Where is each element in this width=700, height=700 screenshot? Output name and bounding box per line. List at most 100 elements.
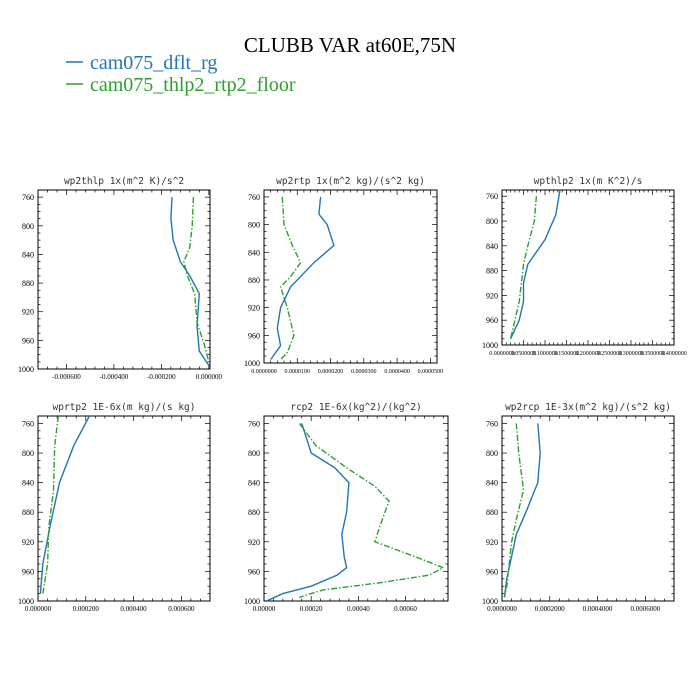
y-tick-label: 1000 (244, 597, 260, 606)
y-tick-label: 880 (486, 508, 498, 517)
y-tick-label: 800 (486, 449, 498, 458)
series-line-floor (503, 423, 525, 598)
axes-frame (263, 189, 438, 364)
series-line-dflt (170, 197, 210, 366)
x-tick-label: 0.1000000 (532, 351, 558, 357)
panels: wp2thlp 1x(m^2 K)/s^2 760 800 840 880 920 960 1… (18, 176, 687, 613)
y-tick-label: 840 (248, 479, 260, 488)
x-tick-label: 0.3500000 (640, 351, 666, 357)
y-tick-label: 840 (22, 479, 34, 488)
y-tick-label: 760 (486, 192, 498, 201)
x-tick-label: 0.0000500 (418, 369, 444, 375)
x-tick-label: 0.000000 (196, 373, 223, 381)
y-tick-label: 840 (22, 250, 34, 259)
x-tick-label: 0.2500000 (597, 351, 623, 357)
series-line-floor (509, 196, 538, 339)
series-line-dflt (270, 196, 335, 360)
x-tick-label: 0.2000000 (575, 351, 601, 357)
x-tick-label: -0.000600 (52, 373, 81, 381)
y-tick-label: 760 (248, 193, 260, 202)
x-tick-label: 0.0000100 (285, 369, 311, 375)
y-tick-label: 760 (22, 193, 34, 202)
x-tick-label: 0.0000000 (251, 369, 277, 375)
axes-frame (263, 415, 449, 602)
x-tick-label: 0.000200 (73, 605, 100, 613)
y-tick-label: 960 (22, 567, 34, 576)
y-tick-label: 920 (248, 304, 260, 313)
x-tick-label: 0.00000 (253, 605, 276, 613)
x-tick-label: 0.000000 (25, 605, 52, 613)
panel-1: wp2thlp 1x(m^2 K)/s^2 760 800 840 880 920 960 1… (18, 176, 222, 381)
y-tick-label: 840 (486, 479, 498, 488)
axes-frame (37, 415, 211, 602)
legend-label-floor: cam075_thlp2_rtp2_floor (90, 74, 296, 96)
y-tick-label: 920 (486, 291, 498, 300)
y-tick-label: 920 (248, 538, 260, 547)
x-tick-label: 0.000600 (168, 605, 195, 613)
figure-title: CLUBB VAR at60E,75N (244, 33, 456, 57)
panel-title: wp2rtp 1x(m^2 kg)/(s^2 kg) (276, 176, 425, 187)
x-tick-label: 0.0000000 (487, 605, 517, 613)
x-tick-label: -0.000200 (147, 373, 176, 381)
series-line-dflt (266, 423, 350, 601)
y-tick-label: 1000 (482, 597, 498, 606)
x-tick-label: 0.0006000 (630, 605, 660, 613)
x-tick-label: 0.00020 (300, 605, 323, 613)
axes-frame (37, 189, 211, 370)
x-tick-label: 0.0002000 (535, 605, 565, 613)
x-tick-label: 0.0500000 (511, 351, 537, 357)
y-tick-label: 800 (486, 217, 498, 226)
panel-4: wprtp2 1E-6x(m kg)/(s kg) 760 800 840 880 920… (18, 402, 211, 613)
panel-2: wp2rtp 1x(m^2 kg)/(s^2 kg) 760 800 840 880 92… (244, 176, 443, 375)
y-tick-label: 800 (248, 449, 260, 458)
y-tick-label: 1000 (18, 597, 34, 606)
x-tick-label: 0.0000300 (351, 369, 377, 375)
y-tick-label: 1000 (482, 341, 498, 350)
y-tick-label: 840 (248, 248, 260, 257)
series-line-floor (298, 422, 445, 598)
x-tick-label: 0.3000000 (618, 351, 644, 357)
y-tick-label: 920 (486, 538, 498, 547)
x-tick-label: 0.0004000 (583, 605, 613, 613)
y-tick-label: 880 (22, 279, 34, 288)
y-tick-label: 960 (22, 336, 34, 345)
y-tick-label: 960 (486, 316, 498, 325)
y-tick-label: 880 (486, 267, 498, 276)
legend-label-dflt: cam075_dflt_rg (90, 52, 217, 74)
y-tick-label: 1000 (244, 359, 260, 368)
y-tick-label: 880 (22, 508, 34, 517)
y-tick-label: 960 (248, 567, 260, 576)
panel-title: wp2thlp 1x(m^2 K)/s^2 (64, 176, 184, 187)
series-line-floor (42, 416, 59, 594)
panel-title: wp2rcp 1E-3x(m^2 kg)/(s^2 kg) (505, 402, 671, 413)
y-tick-label: 1000 (18, 365, 34, 374)
panel-title: wpthlp2 1x(m K^2)/s (534, 176, 643, 187)
y-tick-label: 840 (486, 242, 498, 251)
y-tick-label: 880 (248, 508, 260, 517)
x-tick-label: 0.0000000 (489, 351, 515, 357)
y-tick-label: 760 (248, 419, 260, 428)
x-tick-label: -0.000400 (100, 373, 129, 381)
series-line-dflt (39, 416, 91, 594)
panel-5: rcp2 1E-6x(kg^2)/(kg^2) 760 800 840 880 920 96… (244, 402, 449, 613)
y-tick-label: 760 (486, 419, 498, 428)
y-tick-label: 800 (248, 221, 260, 230)
panel-title: wprtp2 1E-6x(m kg)/(s kg) (53, 402, 196, 413)
x-tick-label: 0.000400 (120, 605, 147, 613)
x-tick-label: 0.1500000 (554, 351, 580, 357)
panel-3: wpthlp2 1x(m K^2)/s 760 800 840 880 920 960 100… (482, 176, 687, 357)
panel-6: wp2rcp 1E-3x(m^2 kg)/(s^2 kg) 760 800 840 88… (482, 402, 675, 613)
figure-legend: cam075_dflt_rg cam075_thlp2_rtp2_floor (66, 52, 296, 96)
y-tick-label: 920 (22, 308, 34, 317)
series-line-floor (183, 197, 210, 362)
series-line-dflt (503, 423, 541, 598)
x-tick-label: 0.00060 (394, 605, 417, 613)
y-tick-label: 960 (486, 567, 498, 576)
y-tick-label: 760 (22, 419, 34, 428)
series-line-dflt (509, 190, 561, 340)
y-tick-label: 920 (22, 538, 34, 547)
x-tick-label: 0.0000400 (384, 369, 410, 375)
x-tick-label: 0.00040 (347, 605, 370, 613)
